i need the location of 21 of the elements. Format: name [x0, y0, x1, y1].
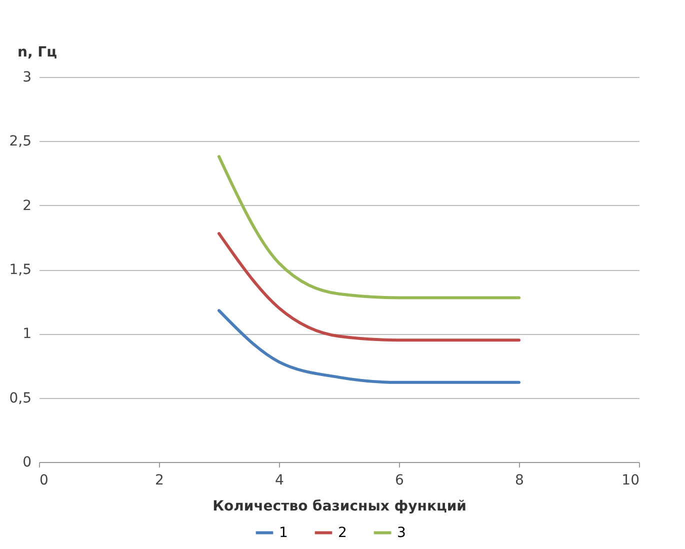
x-tick-label: 8: [515, 472, 524, 488]
y-tick-label: 2,5: [9, 134, 32, 150]
y-tick-label: 3: [22, 70, 32, 86]
x-tick-label: 10: [622, 472, 640, 488]
line-series: [218, 232, 520, 342]
x-tick-label: 2: [155, 472, 164, 488]
x-tick-label: 4: [275, 472, 284, 488]
y-tick-label: 1,5: [9, 262, 32, 278]
y-tick-label: 1: [22, 326, 32, 342]
y-tick-label: 2: [22, 198, 32, 214]
legend-label: 1: [279, 524, 288, 541]
line-series: [218, 155, 520, 300]
y-axis-title: n, Гц: [18, 44, 57, 60]
legend-label: 3: [397, 524, 406, 541]
x-tick-label: 6: [395, 472, 404, 488]
text: 0: [22, 454, 32, 470]
x-tick-label: 0: [40, 472, 48, 488]
y-tick-label: 0,5: [9, 390, 32, 406]
legend-label: 2: [338, 524, 347, 541]
line-series: [218, 309, 520, 384]
x-axis-title: Количество базисных функций: [212, 498, 466, 514]
